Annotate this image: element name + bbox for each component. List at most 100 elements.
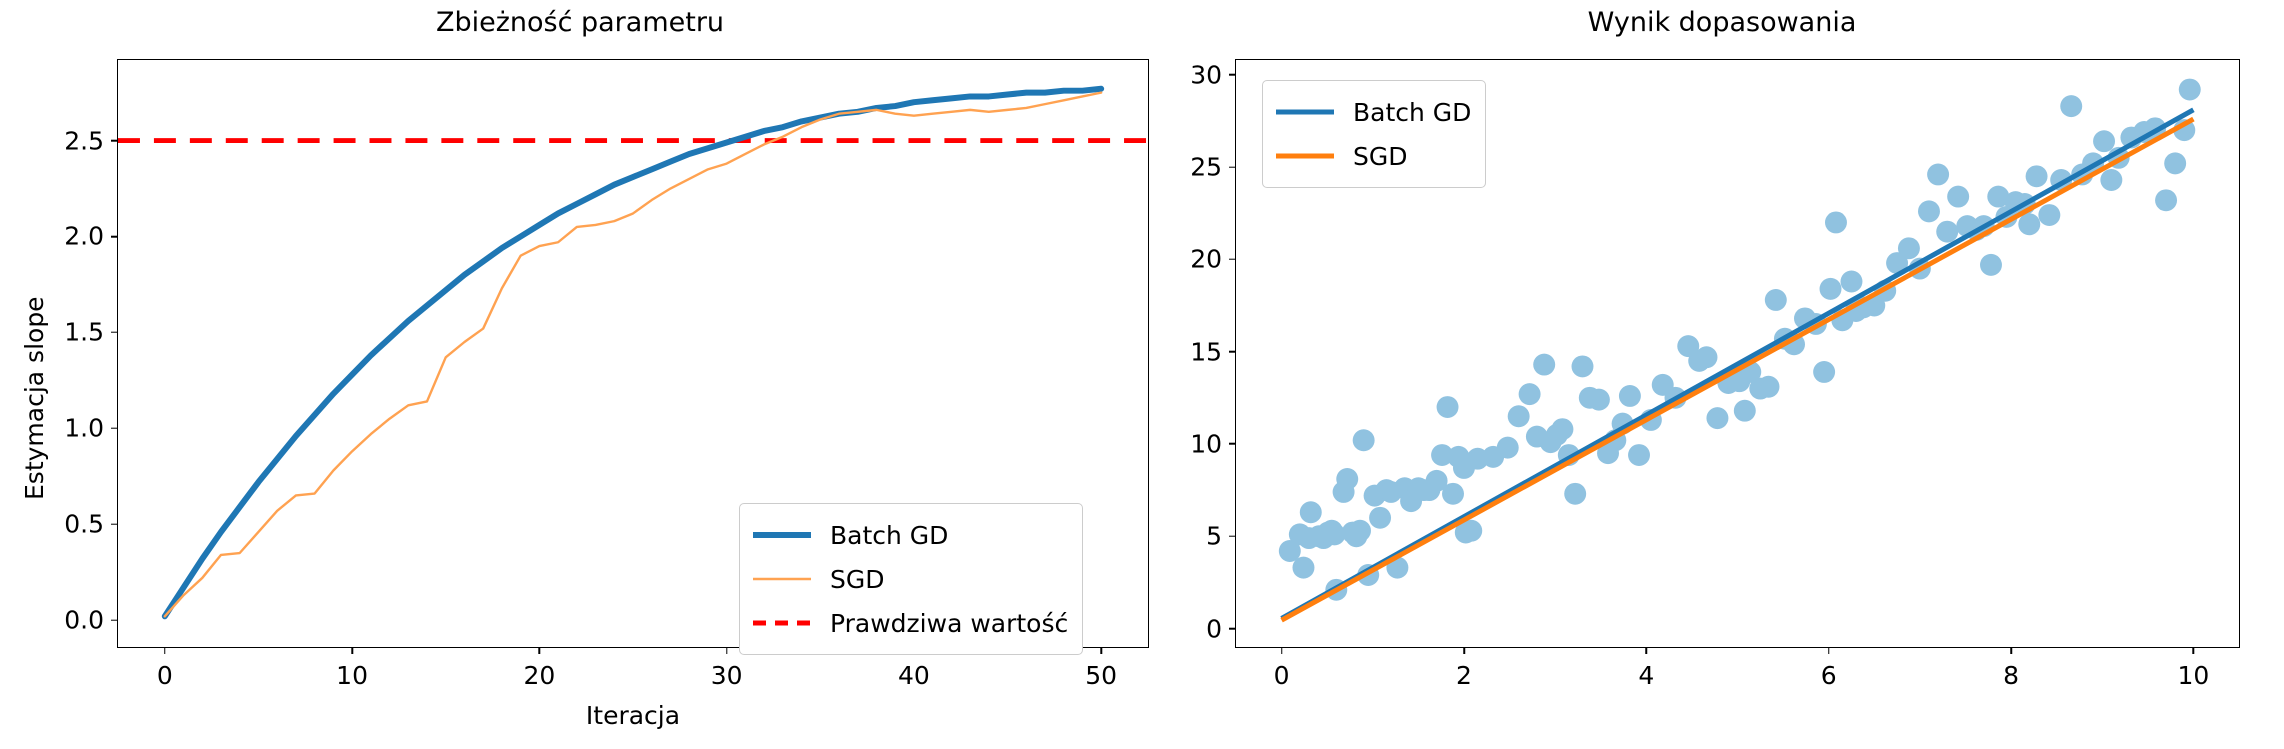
legend-label: Batch GD: [1353, 97, 1472, 127]
y-tick-label: 30: [1190, 62, 1236, 87]
scatter-point: [2038, 204, 2061, 227]
scatter-point: [1454, 521, 1477, 544]
series-line-batch-gd: [161, 85, 1105, 620]
x-tick-label: 30: [711, 647, 743, 688]
scatter-point: [2018, 213, 2041, 236]
scatter-point: [1299, 501, 1322, 524]
left-plot-area: 0.0 0.5 1.0 1.5 2.0 2.5 0 10 20 30 40 50: [64, 59, 1149, 688]
y-tick-label: 1.0: [64, 416, 118, 441]
y-tick-label: 15: [1190, 339, 1236, 364]
subplot-fit-result: Wynik dopasowania 0 5 10 15 20 25 30 0 2 4 6 8 10 B…: [1160, 0, 2284, 749]
scatter-point: [1706, 407, 1729, 430]
legend-line-swatch: [752, 568, 812, 590]
legend-entry: Batch GD: [1275, 90, 1471, 134]
x-tick-label: 20: [523, 647, 555, 688]
x-tick-label: 50: [1085, 647, 1117, 688]
x-tick-label: 6: [1821, 647, 1837, 688]
x-tick-label: 4: [1638, 647, 1654, 688]
scatter-point: [1897, 237, 1920, 260]
scatter-point: [1518, 383, 1541, 406]
scatter-point: [1323, 523, 1346, 546]
left-plot-canvas: [118, 85, 1148, 620]
scatter-point: [2025, 165, 2048, 188]
y-tick-label: 25: [1190, 155, 1236, 180]
scatter-point: [1587, 388, 1610, 411]
scatter-point: [1927, 163, 1950, 186]
scatter-point: [1442, 482, 1464, 505]
scatter-point: [2155, 189, 2178, 212]
scatter-point: [1980, 253, 2002, 276]
legend-label: Prawdziwa wartość: [830, 608, 1069, 638]
scatter-point: [1425, 469, 1448, 492]
scatter-point: [1824, 211, 1847, 234]
scatter-point: [1733, 399, 1756, 422]
y-tick-label: 2.0: [64, 224, 118, 249]
legend-line-swatch: [752, 612, 812, 634]
scatter-point: [1278, 540, 1301, 562]
legend-label: SGD: [1353, 141, 1408, 171]
scatter-point: [2060, 95, 2083, 118]
x-tick-label: 2: [1456, 647, 1472, 688]
x-tick-label: 0: [1274, 647, 1290, 688]
y-tick-label: 0: [1206, 616, 1236, 641]
right-plot-legend: Batch GD SGD: [1262, 80, 1487, 188]
left-plot-title: Zbieżność parametru: [435, 7, 725, 38]
y-tick-label: 0.5: [64, 512, 118, 537]
y-tick-label: 0.0: [64, 608, 118, 633]
y-tick-label: 2.5: [64, 128, 118, 153]
scatter-point: [1886, 252, 1909, 275]
scatter-point: [1947, 185, 1970, 208]
legend-entry: Prawdziwa wartość: [752, 601, 1068, 645]
scatter-point: [1918, 200, 1940, 223]
scatter-point: [1695, 346, 1718, 369]
scatter-point: [1628, 444, 1651, 466]
scatter-point: [1349, 519, 1371, 542]
scatter-point: [2093, 130, 2116, 153]
scatter-point: [1551, 418, 1574, 441]
scatter-point: [1496, 436, 1519, 459]
legend-entry: SGD: [1275, 134, 1471, 178]
right-plot-title: Wynik dopasowania: [1587, 7, 1857, 38]
x-tick-label: 40: [898, 647, 930, 688]
scatter-point: [1336, 468, 1359, 490]
fit-line-batch-gd: [1280, 107, 2195, 621]
subplot-parameter-convergence: Zbieżność parametru 0.0 0.5 1.0 1.5 2.0 2.5 0…: [0, 0, 1160, 749]
y-tick-label: 20: [1190, 247, 1236, 272]
scatter-point: [1564, 482, 1587, 505]
scatter-point: [2178, 78, 2201, 101]
scatter-point: [1757, 375, 1780, 398]
scatter-point: [1840, 270, 1863, 293]
y-tick-label: 5: [1206, 524, 1236, 549]
scatter-point: [1297, 527, 1320, 550]
x-tick-label: 10: [2178, 647, 2210, 688]
scatter-point: [1571, 355, 1594, 378]
scatter-point: [1431, 444, 1454, 466]
scatter-point: [1292, 556, 1315, 579]
scatter-point: [1936, 220, 1959, 243]
legend-entry: SGD: [752, 557, 1068, 601]
right-plot-canvas: [1278, 78, 2201, 623]
scatter-point: [1618, 384, 1641, 407]
scatter-point: [1819, 277, 1842, 300]
series-line-sgd: [163, 91, 1103, 618]
scatter-point: [1507, 405, 1530, 428]
x-tick-label: 10: [336, 647, 368, 688]
x-tick-label: 8: [2003, 647, 2019, 688]
legend-line-swatch: [1275, 101, 1335, 123]
legend-entry: Batch GD: [752, 513, 1068, 557]
scatter-point: [1987, 185, 2010, 208]
scatter-point: [1813, 360, 1836, 383]
fit-line-sgd: [1280, 116, 2195, 623]
scatter-point: [2100, 169, 2123, 191]
scatter-point: [1369, 506, 1392, 529]
legend-line-swatch: [1275, 145, 1335, 167]
y-tick-label: 10: [1190, 431, 1236, 456]
scatter-point: [1352, 429, 1375, 452]
x-tick-label: 0: [157, 647, 173, 688]
right-plot-area: 0 5 10 15 20 25 30 0 2 4 6 8 10 Batch GD SGD: [1190, 59, 2240, 688]
scatter-point: [2164, 152, 2187, 175]
legend-line-swatch: [752, 524, 812, 546]
legend-label: SGD: [830, 564, 885, 594]
y-tick-label: 1.5: [64, 320, 118, 345]
